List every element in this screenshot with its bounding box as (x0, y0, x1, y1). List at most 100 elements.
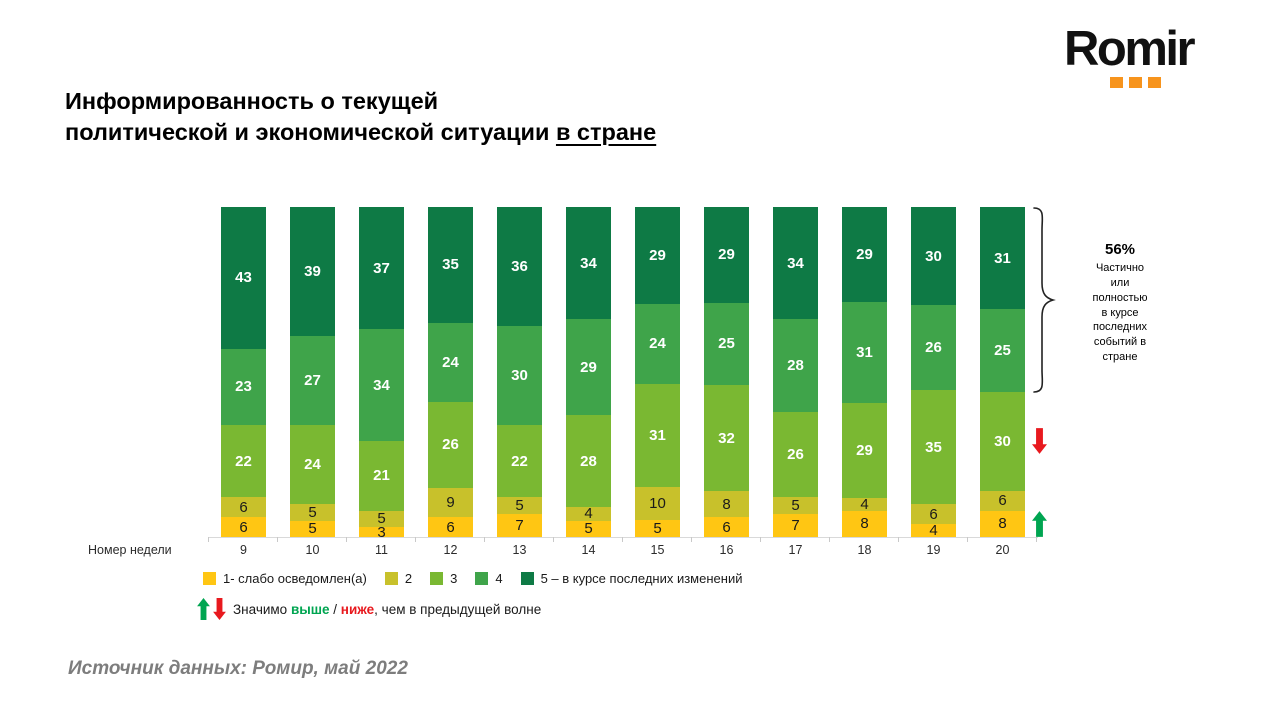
x-tick-label: 9 (240, 543, 247, 557)
segment-value-label: 5 (791, 497, 800, 515)
bar-segment: 35 (428, 207, 473, 323)
bar-segment: 4 (911, 521, 956, 539)
significance-separator: / (329, 601, 341, 617)
x-tick-label: 14 (581, 543, 596, 557)
legend-item: 4 (475, 571, 503, 586)
bar-segment: 5 (290, 520, 335, 537)
x-axis-tick (415, 537, 416, 542)
segment-value-label: 5 (653, 520, 662, 538)
bar-segment: 10 (635, 487, 680, 521)
bar-segment: 25 (980, 309, 1025, 392)
significance-text: Значимо выше / ниже, чем в предыдущей во… (233, 602, 541, 617)
bar-segment: 21 (359, 441, 404, 511)
segment-value-label: 8 (722, 495, 731, 513)
segment-value-label: 10 (649, 495, 666, 513)
segment-value-label: 30 (925, 247, 942, 265)
segment-value-label: 32 (718, 429, 735, 447)
x-axis-line (208, 537, 1038, 538)
bar-segment: 5 (635, 520, 680, 537)
bar-segment: 29 (842, 207, 887, 302)
segment-value-label: 29 (856, 441, 873, 459)
x-tick-label: 12 (443, 543, 458, 557)
segment-value-label: 31 (649, 426, 666, 444)
significance-higher: выше (290, 601, 330, 617)
bar-segment: 8 (980, 510, 1025, 537)
segment-value-label: 26 (787, 446, 804, 463)
x-axis-tick (622, 537, 623, 542)
segment-value-label: 6 (446, 518, 455, 536)
bar-segment: 34 (773, 207, 818, 320)
bar-segment: 39 (290, 207, 335, 336)
segment-value-label: 29 (580, 358, 597, 376)
bar-segment: 27 (290, 335, 335, 425)
chart-legend: 1- слабо осведомлен(а) 2 3 4 5 – в курсе пос… (203, 571, 742, 586)
segment-value-label: 35 (442, 256, 459, 274)
segment-value-label: 26 (925, 339, 942, 357)
x-tick-label: 16 (719, 543, 734, 557)
segment-value-label: 35 (925, 438, 942, 456)
segment-value-label: 4 (929, 521, 938, 539)
bar-week-13: 7 5 22 30 36 (497, 207, 542, 537)
bar-segment: 31 (842, 301, 887, 404)
bar-segment: 22 (497, 424, 542, 498)
segment-value-label: 23 (235, 378, 252, 396)
segment-value-label: 28 (580, 452, 597, 470)
segment-value-label: 43 (235, 269, 252, 287)
bar-segment: 43 (221, 207, 266, 349)
bar-week-17: 7 5 26 28 34 (773, 207, 818, 537)
bar-week-16: 6 8 32 25 29 (704, 207, 749, 537)
bar-segment: 6 (911, 504, 956, 524)
x-tick-label: 18 (857, 543, 872, 557)
data-source: Источник данных: Ромир, май 2022 (68, 658, 408, 679)
x-tick-label: 10 (305, 543, 320, 557)
bar-segment: 31 (980, 207, 1025, 310)
summary-annotation: 56% Частично или полностью в курсе после… (1060, 241, 1180, 365)
segment-value-label: 31 (856, 343, 873, 361)
segment-value-label: 31 (994, 249, 1011, 267)
segment-value-label: 5 (515, 497, 524, 515)
segment-value-label: 5 (377, 510, 386, 528)
romir-logo: Romir (1064, 25, 1196, 88)
x-axis-tick (691, 537, 692, 542)
segment-value-label: 37 (373, 259, 390, 277)
legend-item: 5 – в курсе последних изменений (520, 571, 743, 586)
bar-week-15: 5 10 31 24 29 (635, 207, 680, 537)
bar-segment: 34 (566, 207, 611, 320)
x-axis-tick (1036, 537, 1037, 542)
bar-segment: 24 (428, 322, 473, 402)
bar-segment: 7 (497, 513, 542, 537)
bar-week-9: 6 6 22 23 43 (221, 207, 266, 537)
x-axis-tick (898, 537, 899, 542)
segment-value-label: 7 (791, 516, 800, 534)
legend-swatch (384, 572, 398, 585)
segment-value-label: 4 (584, 505, 593, 523)
segment-value-label: 34 (580, 254, 597, 272)
x-tick-label: 13 (512, 543, 527, 557)
stacked-bar-chart: 6 6 22 23 43 9 5 5 24 27 39 10 3 5 21 34 37 11 6 9 26 24 35 12 7… (208, 205, 1047, 557)
segment-value-label: 29 (718, 246, 735, 264)
bar-segment: 31 (635, 383, 680, 488)
summary-text: Частично или полностью в курсе последних… (1092, 262, 1148, 364)
legend-label: 5 – в курсе последних изменений (540, 571, 743, 586)
bar-week-12: 6 9 26 24 35 (428, 207, 473, 537)
x-tick-label: 20 (995, 543, 1010, 557)
down-arrow-icon (213, 598, 226, 620)
up-arrow-icon (197, 598, 210, 620)
segment-value-label: 30 (511, 366, 528, 384)
x-axis-tick (553, 537, 554, 542)
bar-week-14: 5 4 28 29 34 (566, 207, 611, 537)
bar-segment: 30 (911, 207, 956, 306)
segment-value-label: 6 (239, 498, 248, 516)
bar-segment: 30 (497, 325, 542, 425)
segment-value-label: 30 (994, 432, 1011, 450)
title-line1: Информированность о текущей (65, 88, 439, 114)
bar-segment: 9 (428, 487, 473, 518)
bar-segment: 30 (980, 391, 1025, 491)
bar-segment: 26 (773, 411, 818, 498)
bar-segment: 6 (221, 517, 266, 537)
x-axis-tick (760, 537, 761, 542)
legend-swatch (430, 572, 444, 585)
segment-value-label: 28 (787, 356, 804, 374)
segment-value-label: 25 (994, 342, 1011, 360)
x-tick-label: 19 (926, 543, 941, 557)
